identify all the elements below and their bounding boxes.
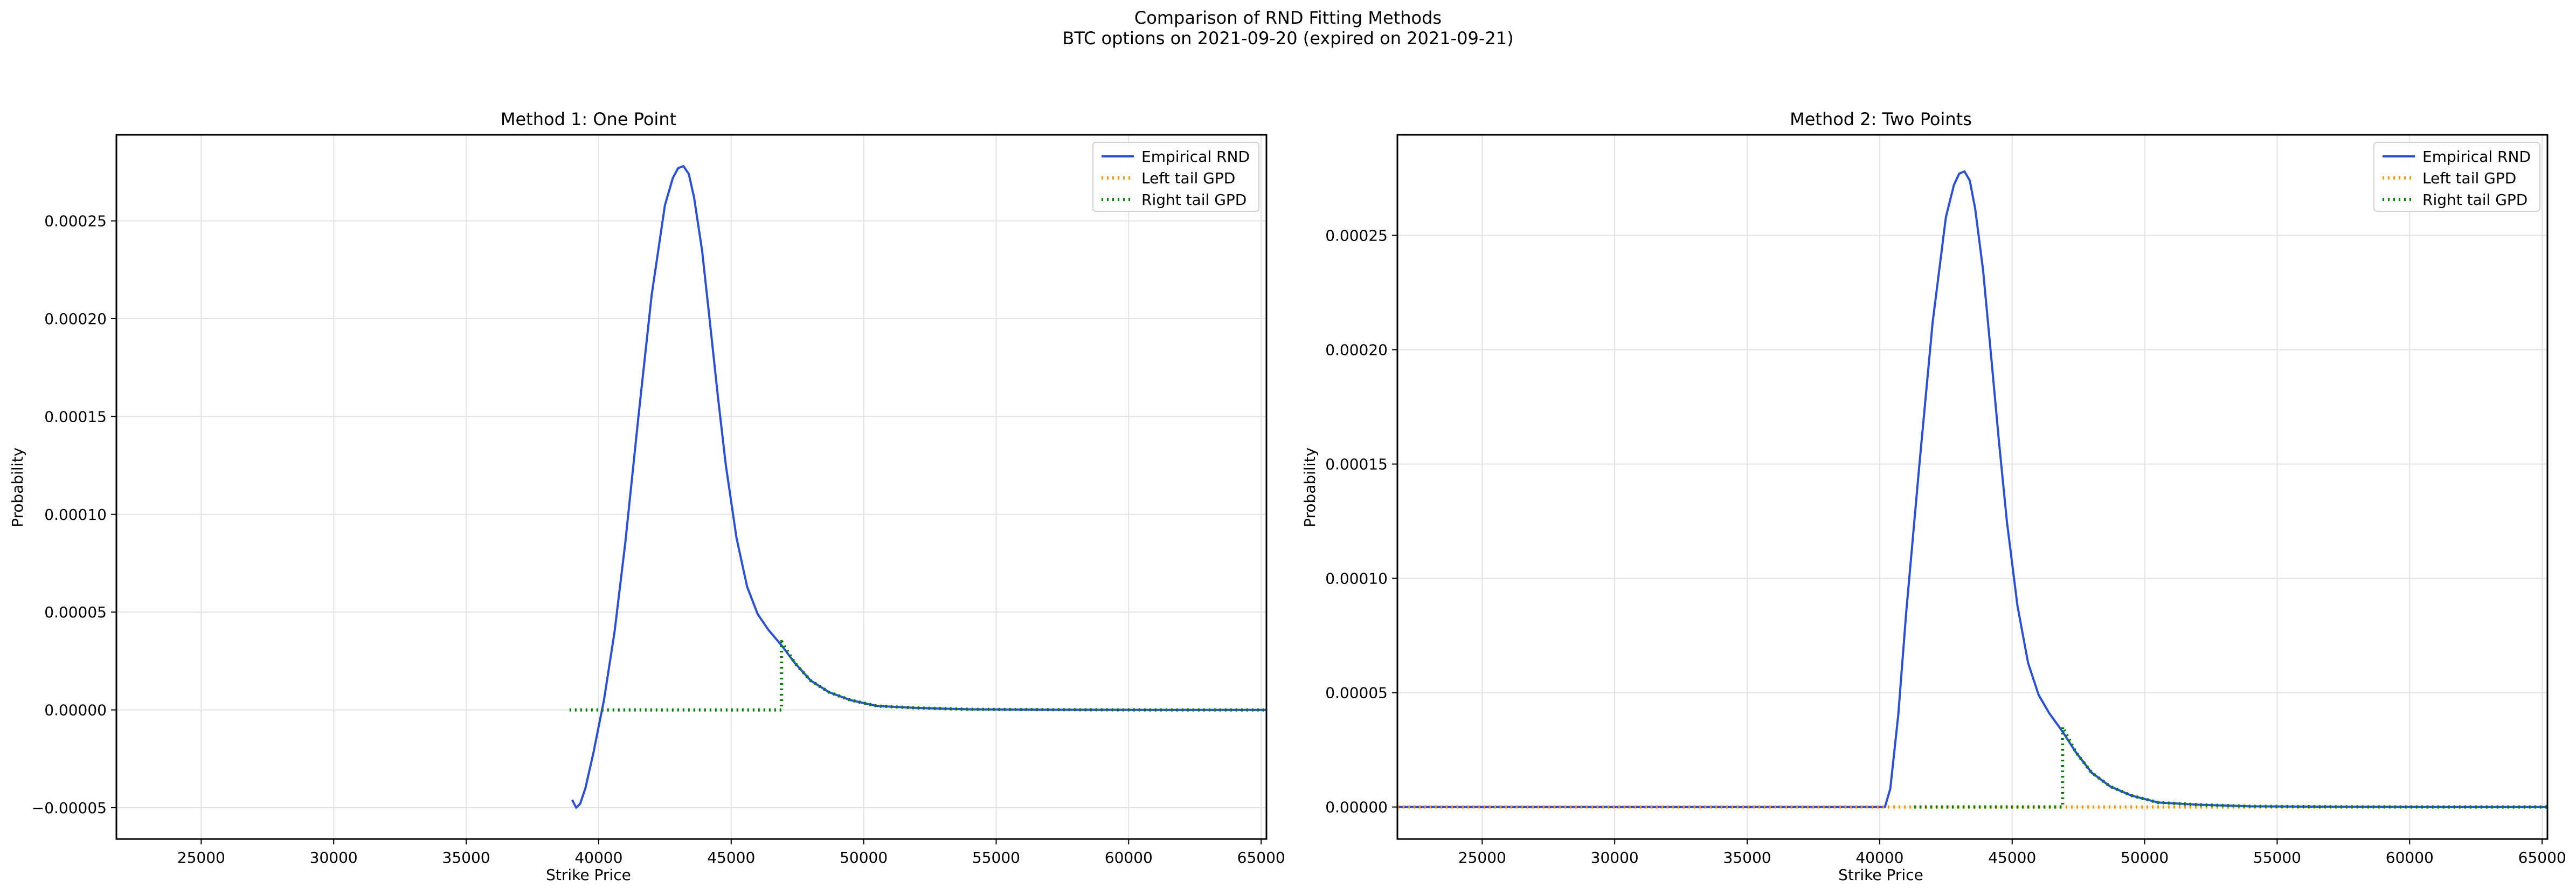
legend-label: Empirical RND — [2422, 148, 2531, 166]
chart-title: Method 2: Two Points — [1790, 109, 1972, 129]
x-tick-label: 50000 — [2121, 849, 2169, 867]
legend-label: Left tail GPD — [2422, 169, 2516, 187]
y-tick-label: 0.00000 — [44, 702, 107, 719]
y-tick-label: 0.00025 — [1325, 227, 1388, 245]
figure-subtitle: BTC options on 2021-09-20 (expired on 20… — [1062, 28, 1513, 49]
chart-method-2: Method 2: Two Points Strike Price Probab… — [1301, 109, 2566, 884]
y-tick-label: 0.00020 — [1325, 341, 1388, 359]
legend-label: Right tail GPD — [2422, 191, 2527, 209]
series-line-right-tail-gpd — [569, 639, 1266, 712]
x-tick-label: 35000 — [442, 849, 490, 867]
legend: Empirical RND Left tail GPD Right tail GPD — [1092, 142, 1259, 212]
y-tick-label: 0.00010 — [1325, 570, 1388, 588]
series-line-empirical-rnd — [571, 165, 1266, 809]
y-tick-label: −0.00005 — [32, 799, 107, 817]
series-line-empirical-rnd — [1397, 170, 2547, 808]
x-tick-label: 40000 — [1855, 849, 1903, 867]
x-tick-label: 30000 — [1591, 849, 1639, 867]
series-line-right-tail-gpd — [1914, 725, 2547, 809]
x-axis-label: Strike Price — [546, 866, 631, 884]
x-tick-label: 60000 — [1105, 849, 1153, 867]
x-tick-label: 40000 — [574, 849, 622, 867]
x-tick-label: 60000 — [2386, 849, 2434, 867]
legend-box — [1092, 142, 1259, 212]
legend-box — [2373, 142, 2540, 212]
x-tick-label: 35000 — [1723, 849, 1771, 867]
x-tick-label: 25000 — [177, 849, 225, 867]
y-tick-label: 0.00010 — [44, 506, 107, 524]
x-tick-label: 55000 — [972, 849, 1020, 867]
x-tick-label: 50000 — [840, 849, 888, 867]
x-tick-label: 25000 — [1458, 849, 1506, 867]
chart-title: Method 1: One Point — [501, 109, 676, 129]
y-tick-label: 0.00005 — [44, 603, 107, 621]
y-tick-label: 0.00000 — [1325, 799, 1388, 816]
x-tick-label: 55000 — [2253, 849, 2301, 867]
chart-method-1: Method 1: One Point Strike Price Probabi… — [9, 109, 1285, 884]
x-tick-label: 65000 — [2518, 849, 2566, 867]
x-axis-label: Strike Price — [1838, 866, 1923, 884]
y-tick-label: 0.00020 — [44, 310, 107, 328]
x-tick-label: 65000 — [1237, 849, 1285, 867]
legend-label: Empirical RND — [1141, 148, 1250, 166]
y-tick-label: 0.00025 — [44, 212, 107, 230]
x-tick-label: 45000 — [707, 849, 755, 867]
x-tick-label: 45000 — [1988, 849, 2036, 867]
x-tick-label: 30000 — [310, 849, 358, 867]
axes-frame — [1396, 134, 2549, 840]
legend: Empirical RND Left tail GPD Right tail GPD — [2373, 142, 2540, 212]
y-tick-label: 0.00005 — [1325, 684, 1388, 702]
y-axis-label: Probability — [1301, 448, 1319, 527]
legend-label: Right tail GPD — [1141, 191, 1247, 209]
figure-title: Comparison of RND Fitting Methods — [1134, 8, 1442, 28]
y-tick-label: 0.00015 — [44, 408, 107, 425]
legend-label: Left tail GPD — [1141, 169, 1235, 187]
y-axis-label: Probability — [9, 448, 26, 527]
axes-frame — [115, 134, 1268, 840]
y-tick-label: 0.00015 — [1325, 456, 1388, 473]
